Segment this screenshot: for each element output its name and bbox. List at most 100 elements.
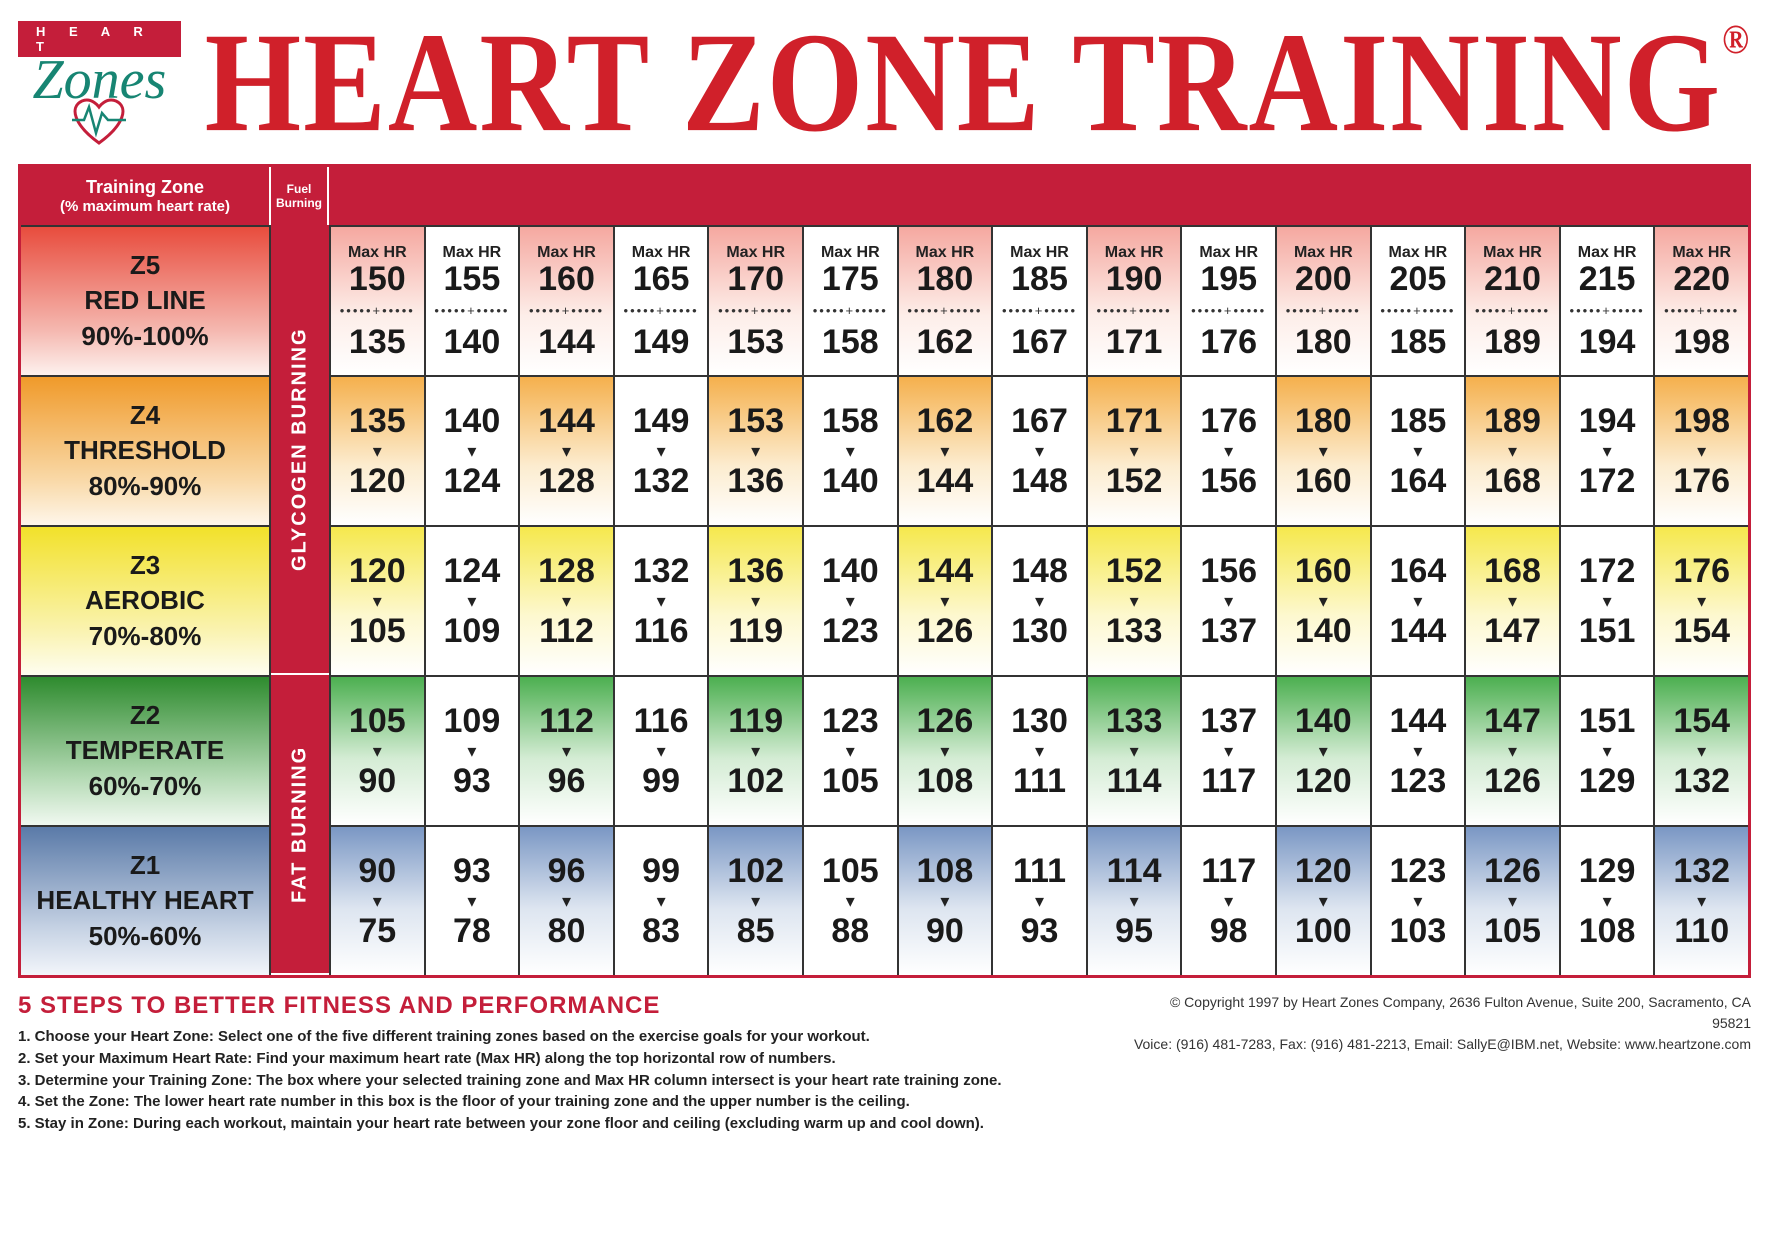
hr-lower: 130	[1011, 614, 1068, 648]
hr-upper: 130	[1011, 704, 1068, 738]
hr-lower: 176	[1673, 464, 1730, 498]
hr-cell: 112▾96	[518, 675, 613, 825]
hr-cell: 133▾114	[1086, 675, 1181, 825]
hr-upper: 129	[1579, 854, 1636, 888]
arrow-down-icon: ▾	[562, 442, 571, 460]
zone-label-z1: Z1HEALTHY HEART50%-60%	[21, 825, 271, 975]
hr-cell: 136▾119	[707, 525, 802, 675]
hr-upper: 180	[1295, 404, 1352, 438]
arrow-down-icon: ▾	[940, 742, 949, 760]
hr-lower: 156	[1200, 464, 1257, 498]
hr-cell: 160▾140	[1275, 525, 1370, 675]
zone-code: Z4	[130, 398, 160, 433]
hr-lower: 83	[642, 914, 680, 948]
arrow-down-icon: ▾	[1224, 592, 1233, 610]
hr-cell: 153▾136	[707, 375, 802, 525]
arrow-down-icon: ▾	[1319, 892, 1328, 910]
hr-upper: 215	[1579, 262, 1636, 296]
step-item: 4. Set the Zone: The lower heart rate nu…	[18, 1091, 1002, 1113]
hr-cell: Max HR170•••••+•••••153	[707, 225, 802, 375]
hr-lower: 128	[538, 464, 595, 498]
hr-lower: 119	[728, 614, 783, 648]
hr-upper: 123	[1390, 854, 1447, 888]
hr-lower: 90	[358, 764, 396, 798]
hr-lower: 117	[1201, 764, 1256, 798]
hr-lower: 112	[539, 614, 594, 648]
hr-cell: 137▾117	[1180, 675, 1275, 825]
hr-lower: 111	[1013, 764, 1066, 798]
hr-lower: 120	[1295, 764, 1352, 798]
arrow-down-icon: ▾	[1130, 442, 1139, 460]
hr-cell: 162▾144	[897, 375, 992, 525]
zone-label-z2: Z2TEMPERATE60%-70%	[21, 675, 271, 825]
max-hr-label: Max HR	[1578, 244, 1637, 262]
arrow-down-icon: ▾	[1508, 892, 1517, 910]
hr-upper: 90	[358, 854, 396, 888]
steps-list: 1. Choose your Heart Zone: Select one of…	[18, 1026, 1002, 1135]
hr-cell: 144▾126	[897, 525, 992, 675]
step-item: 2. Set your Maximum Heart Rate: Find you…	[18, 1048, 1002, 1070]
title-text: HEART ZONE TRAINING	[205, 4, 1722, 162]
hr-upper: 176	[1673, 554, 1730, 588]
arrow-down-icon: ▾	[1413, 892, 1422, 910]
separator-dots: •••••+•••••	[1570, 304, 1645, 317]
arrow-down-icon: ▾	[1224, 892, 1233, 910]
hr-lower: 164	[1390, 464, 1447, 498]
hr-cell: 123▾105	[802, 675, 897, 825]
hr-lower: 93	[453, 764, 491, 798]
hr-upper: 149	[633, 404, 690, 438]
hr-lower: 185	[1390, 325, 1447, 359]
hr-cell: 148▾130	[991, 525, 1086, 675]
hr-upper: 194	[1579, 404, 1636, 438]
arrow-down-icon: ▾	[562, 742, 571, 760]
arrow-down-icon: ▾	[1035, 442, 1044, 460]
separator-dots: •••••+•••••	[1191, 304, 1266, 317]
hr-lower: 124	[444, 464, 501, 498]
hr-cell: 140▾124	[424, 375, 519, 525]
hr-cell: 140▾120	[1275, 675, 1370, 825]
arrow-down-icon: ▾	[373, 442, 382, 460]
hr-upper: 147	[1484, 704, 1541, 738]
arrow-down-icon: ▾	[467, 892, 476, 910]
separator-dots: •••••+•••••	[529, 304, 604, 317]
hr-lower: 93	[1021, 914, 1059, 948]
hr-upper: 158	[822, 404, 879, 438]
hr-lower: 176	[1200, 325, 1257, 359]
training-zone-header: Training Zone (% maximum heart rate)	[21, 167, 271, 225]
max-hr-label: Max HR	[1389, 244, 1448, 262]
hr-lower: 133	[1106, 614, 1163, 648]
hr-cell: 120▾105	[329, 525, 424, 675]
hr-upper: 151	[1579, 704, 1636, 738]
hr-cell: 99▾83	[613, 825, 708, 975]
hr-lower: 140	[444, 325, 501, 359]
hr-cell: Max HR155•••••+•••••140	[424, 225, 519, 375]
zone-label-z3: Z3AEROBIC70%-80%	[21, 525, 271, 675]
hr-upper: 189	[1484, 404, 1541, 438]
zone-name: TEMPERATE	[66, 733, 224, 768]
max-hr-label: Max HR	[1672, 244, 1731, 262]
separator-dots: •••••+•••••	[340, 304, 415, 317]
arrow-down-icon: ▾	[846, 592, 855, 610]
max-hr-label: Max HR	[632, 244, 691, 262]
hr-cell: 194▾172	[1559, 375, 1654, 525]
hr-upper: 96	[548, 854, 586, 888]
hr-lower: 102	[727, 764, 784, 798]
arrow-down-icon: ▾	[751, 442, 760, 460]
hr-cell: 144▾123	[1370, 675, 1465, 825]
arrow-down-icon: ▾	[373, 592, 382, 610]
hr-lower: 136	[727, 464, 784, 498]
hr-lower: 140	[1295, 614, 1352, 648]
step-item: 1. Choose your Heart Zone: Select one of…	[18, 1026, 1002, 1048]
hr-upper: 168	[1484, 554, 1541, 588]
arrow-down-icon: ▾	[657, 742, 666, 760]
zone-range: 70%-80%	[89, 619, 202, 654]
hr-upper: 117	[1201, 854, 1256, 888]
zone-label-z5: Z5RED LINE90%-100%	[21, 225, 271, 375]
zone-code: Z1	[130, 848, 160, 883]
zone-name: RED LINE	[84, 283, 205, 318]
zone-name: HEALTHY HEART	[36, 883, 253, 918]
zone-name: AEROBIC	[85, 583, 205, 618]
arrow-down-icon: ▾	[940, 442, 949, 460]
heart-zone-chart: Training Zone (% maximum heart rate) Fue…	[18, 164, 1751, 978]
hr-cell: 158▾140	[802, 375, 897, 525]
